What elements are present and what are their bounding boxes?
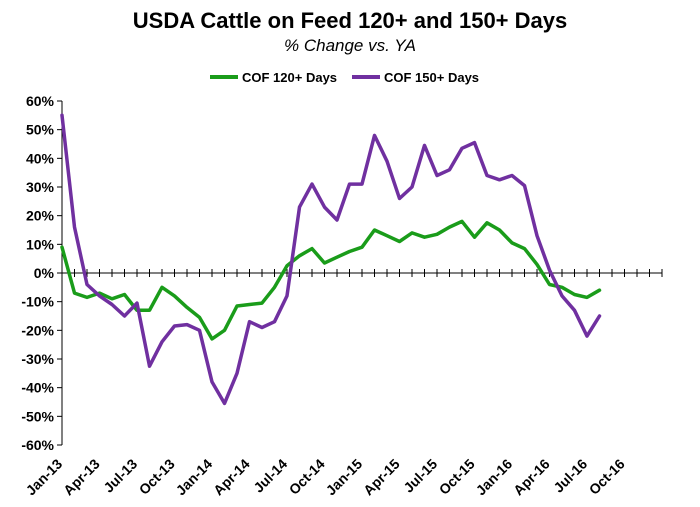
y-tick-label: 0% <box>34 265 55 281</box>
legend: COF 120+ Days COF 150+ Days <box>210 70 479 85</box>
y-tick-label: -60% <box>21 437 54 453</box>
x-tick-label: Jan-13 <box>23 455 66 498</box>
y-tick-label: 60% <box>26 93 55 109</box>
chart-subtitle: % Change vs. YA <box>284 36 416 55</box>
y-tick-label: -50% <box>21 408 54 424</box>
x-tick-label: Oct-15 <box>436 455 478 497</box>
x-tick-label: Oct-14 <box>286 455 328 497</box>
y-tick-label: 40% <box>26 150 55 166</box>
x-tick-label: Jul-14 <box>250 455 290 495</box>
legend-label-cof-120: COF 120+ Days <box>242 70 337 85</box>
x-tick-label: Oct-13 <box>136 455 178 497</box>
y-tick-label: 20% <box>26 208 55 224</box>
chart-title: USDA Cattle on Feed 120+ and 150+ Days <box>132 8 568 33</box>
series-line-cof-120 <box>60 219 602 341</box>
y-tick-label: -30% <box>21 351 54 367</box>
x-tick-label: Jan-15 <box>323 455 366 498</box>
y-tick-label: 30% <box>26 179 55 195</box>
x-tick-label: Jan-16 <box>473 455 516 498</box>
x-tick-label: Apr-16 <box>510 455 553 498</box>
x-tick-label: Jan-14 <box>173 455 216 498</box>
legend-label-cof-150: COF 150+ Days <box>384 70 479 85</box>
x-tick-label: Apr-15 <box>360 455 403 498</box>
x-tick-label: Apr-13 <box>60 455 103 498</box>
x-tick-label: Jul-15 <box>400 455 440 495</box>
y-tick-label: -40% <box>21 380 54 396</box>
y-tick-label: 50% <box>26 122 55 138</box>
series-line-cof-150 <box>60 113 602 406</box>
x-tick-label: Apr-14 <box>210 455 253 498</box>
x-tick-label: Oct-16 <box>586 455 628 497</box>
y-tick-label: 10% <box>26 236 55 252</box>
y-tick-label: -10% <box>21 294 54 310</box>
y-tick-label: -20% <box>21 322 54 338</box>
x-tick-label: Jul-16 <box>550 455 590 495</box>
x-tick-label: Jul-13 <box>100 455 140 495</box>
